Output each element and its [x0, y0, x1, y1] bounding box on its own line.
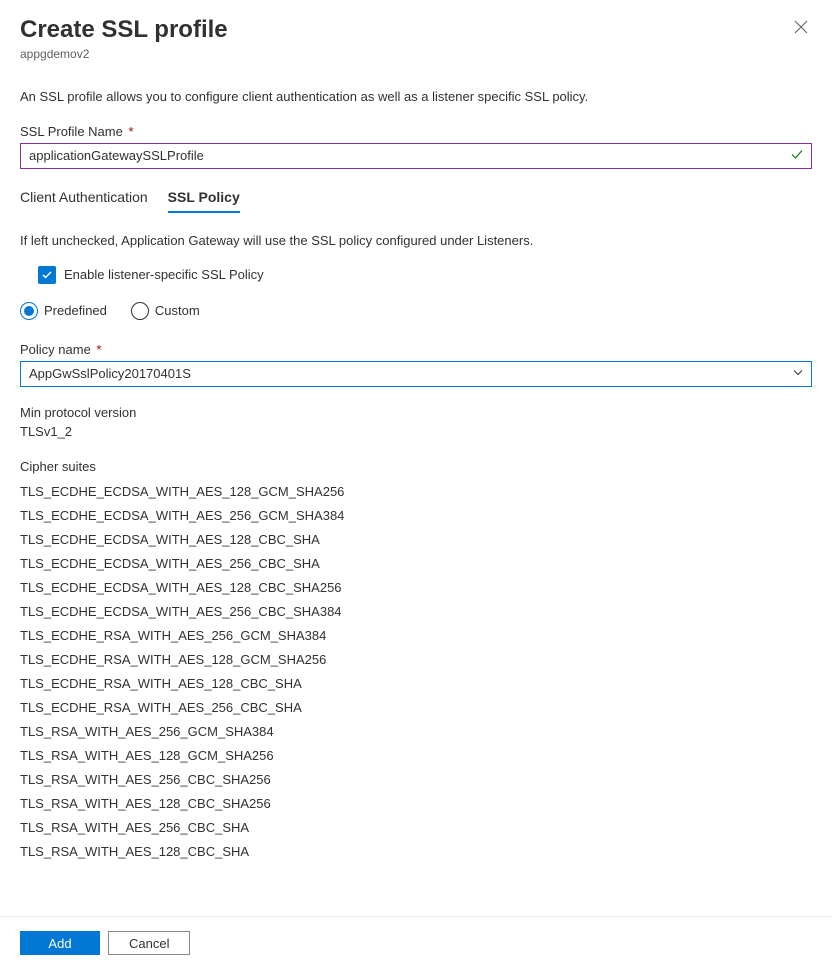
tab-client-authentication[interactable]: Client Authentication — [20, 189, 148, 213]
min-protocol-label: Min protocol version — [20, 405, 812, 420]
checkmark-icon — [41, 269, 53, 281]
radio-predefined-label: Predefined — [44, 303, 107, 318]
cipher-suite-item: TLS_ECDHE_ECDSA_WITH_AES_256_CBC_SHA — [20, 556, 812, 571]
cipher-suite-item: TLS_ECDHE_ECDSA_WITH_AES_128_GCM_SHA256 — [20, 484, 812, 499]
cipher-suite-item: TLS_ECDHE_RSA_WITH_AES_128_GCM_SHA256 — [20, 652, 812, 667]
cipher-suite-item: TLS_ECDHE_RSA_WITH_AES_256_GCM_SHA384 — [20, 628, 812, 643]
cipher-suite-item: TLS_RSA_WITH_AES_256_GCM_SHA384 — [20, 724, 812, 739]
policy-name-label: Policy name * — [20, 342, 812, 357]
radio-custom-label: Custom — [155, 303, 200, 318]
policy-type-radio-group: Predefined Custom — [20, 302, 812, 320]
add-button[interactable]: Add — [20, 931, 100, 955]
close-button[interactable] — [790, 16, 812, 42]
policy-name-select[interactable]: AppGwSslPolicy20170401S — [20, 361, 812, 387]
cipher-suite-item: TLS_RSA_WITH_AES_128_CBC_SHA — [20, 844, 812, 859]
enable-listener-label: Enable listener-specific SSL Policy — [64, 267, 264, 282]
profile-name-label: SSL Profile Name * — [20, 124, 812, 139]
cipher-suite-item: TLS_ECDHE_ECDSA_WITH_AES_256_CBC_SHA384 — [20, 604, 812, 619]
cancel-button[interactable]: Cancel — [108, 931, 190, 955]
footer: Add Cancel — [0, 916, 832, 969]
cipher-suite-item: TLS_RSA_WITH_AES_256_CBC_SHA — [20, 820, 812, 835]
radio-predefined-input[interactable] — [20, 302, 38, 320]
required-indicator: * — [93, 342, 102, 357]
enable-listener-checkbox[interactable] — [38, 266, 56, 284]
help-text: If left unchecked, Application Gateway w… — [20, 233, 812, 248]
min-protocol-value: TLSv1_2 — [20, 424, 812, 439]
cipher-suite-item: TLS_RSA_WITH_AES_256_CBC_SHA256 — [20, 772, 812, 787]
cipher-suite-item: TLS_RSA_WITH_AES_128_GCM_SHA256 — [20, 748, 812, 763]
cipher-suite-item: TLS_ECDHE_ECDSA_WITH_AES_128_CBC_SHA256 — [20, 580, 812, 595]
close-icon — [794, 20, 808, 34]
page-title: Create SSL profile — [20, 16, 228, 45]
radio-predefined[interactable]: Predefined — [20, 302, 107, 320]
description-text: An SSL profile allows you to configure c… — [20, 89, 812, 104]
cipher-suite-item: TLS_RSA_WITH_AES_128_CBC_SHA256 — [20, 796, 812, 811]
tab-ssl-policy[interactable]: SSL Policy — [168, 189, 240, 213]
cipher-suites-label: Cipher suites — [20, 459, 812, 474]
validation-check-icon — [790, 147, 804, 164]
cipher-suite-item: TLS_ECDHE_ECDSA_WITH_AES_256_GCM_SHA384 — [20, 508, 812, 523]
cipher-suite-item: TLS_ECDHE_ECDSA_WITH_AES_128_CBC_SHA — [20, 532, 812, 547]
cipher-suite-item: TLS_ECDHE_RSA_WITH_AES_128_CBC_SHA — [20, 676, 812, 691]
radio-custom[interactable]: Custom — [131, 302, 200, 320]
required-indicator: * — [125, 124, 134, 139]
tabs-container: Client Authentication SSL Policy — [20, 189, 812, 213]
cipher-suites-list: TLS_ECDHE_ECDSA_WITH_AES_128_GCM_SHA256 T… — [20, 484, 812, 859]
radio-custom-input[interactable] — [131, 302, 149, 320]
cipher-suite-item: TLS_ECDHE_RSA_WITH_AES_256_CBC_SHA — [20, 700, 812, 715]
page-subtitle: appgdemov2 — [20, 47, 812, 61]
profile-name-input[interactable] — [20, 143, 812, 169]
